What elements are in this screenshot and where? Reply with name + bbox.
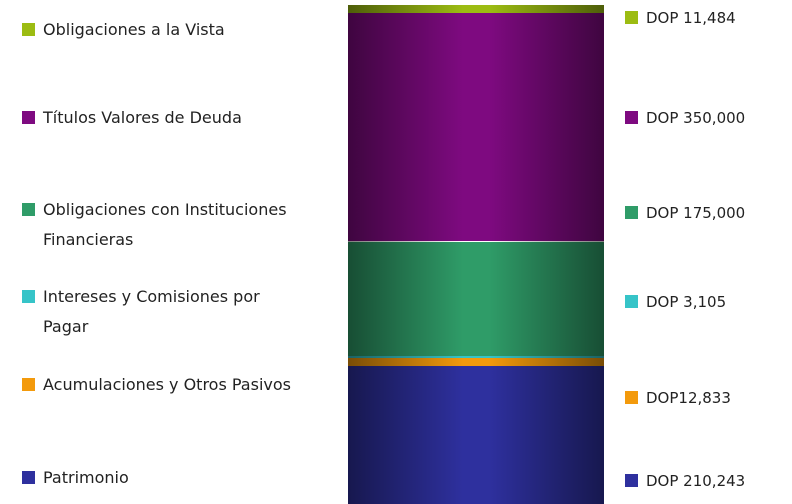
value-swatch: [625, 111, 638, 124]
value-label: DOP 11,484: [646, 9, 736, 27]
legend-label: Intereses y Comisiones por Pagar: [43, 287, 260, 336]
bar-segment: [348, 12, 604, 242]
value-swatch: [625, 206, 638, 219]
legend-swatch: [22, 203, 35, 216]
value-label-item: DOP 210,243: [625, 470, 745, 492]
value-label-item: DOP 350,000: [625, 107, 745, 129]
legend-label: Patrimonio: [43, 468, 129, 487]
value-label: DOP 3,105: [646, 293, 727, 311]
bar-segment: [348, 241, 604, 356]
value-label: DOP 210,243: [646, 472, 746, 490]
legend-swatch: [22, 290, 35, 303]
value-swatch: [625, 391, 638, 404]
value-label-item: DOP 3,105: [625, 291, 726, 313]
legend-label: Acumulaciones y Otros Pasivos: [43, 375, 291, 394]
legend-item: Acumulaciones y Otros Pasivos: [22, 370, 322, 400]
legend-label: Títulos Valores de Deuda: [43, 108, 242, 127]
value-label: DOP 350,000: [646, 109, 746, 127]
value-label-item: DOP12,833: [625, 387, 731, 409]
legend-item: Intereses y Comisiones por Pagar: [22, 282, 322, 342]
value-label: DOP 175,000: [646, 204, 746, 222]
bar-segment: [348, 358, 604, 367]
value-swatch: [625, 474, 638, 487]
legend-item: Patrimonio: [22, 463, 322, 493]
legend-swatch: [22, 471, 35, 484]
value-swatch: [625, 295, 638, 308]
legend-swatch: [22, 378, 35, 391]
value-label: DOP12,833: [646, 389, 731, 407]
legend-label: Obligaciones con Instituciones Financier…: [43, 200, 287, 249]
bar-segment: [348, 356, 604, 359]
legend-item: Obligaciones a la Vista: [22, 15, 322, 45]
legend-item: Títulos Valores de Deuda: [22, 103, 322, 133]
value-label-item: DOP 175,000: [625, 202, 745, 224]
legend-label: Obligaciones a la Vista: [43, 20, 225, 39]
bar-segment: [348, 366, 604, 504]
legend-swatch: [22, 111, 35, 124]
value-swatch: [625, 11, 638, 24]
bar-segment: [348, 5, 604, 13]
value-label-item: DOP 11,484: [625, 7, 736, 29]
legend-swatch: [22, 23, 35, 36]
legend-item: Obligaciones con Instituciones Financier…: [22, 195, 322, 255]
